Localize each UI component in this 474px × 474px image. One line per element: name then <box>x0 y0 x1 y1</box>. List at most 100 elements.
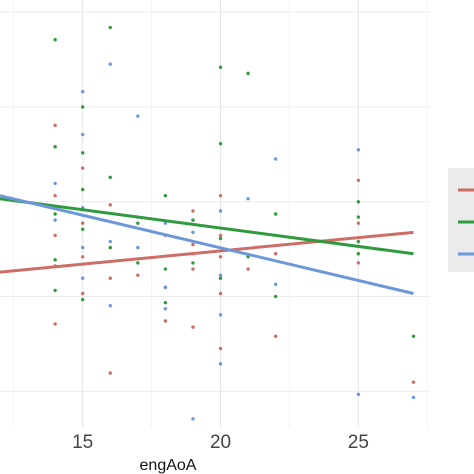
data-point-green <box>108 245 112 250</box>
data-point-green <box>53 258 57 262</box>
data-point-red <box>53 233 57 238</box>
data-point-red <box>246 267 250 271</box>
data-point-blue <box>80 90 85 94</box>
x-tick-labels: 15 20 25 <box>72 432 369 453</box>
data-point-blue <box>218 313 223 317</box>
data-point-blue <box>108 62 112 66</box>
data-point-red <box>80 291 85 296</box>
data-point-red <box>273 334 278 338</box>
data-point-green <box>53 145 57 149</box>
data-point-red <box>191 267 195 271</box>
data-point-blue <box>273 157 278 161</box>
data-point-green <box>108 25 112 30</box>
data-point-blue <box>108 304 112 308</box>
data-point-blue <box>191 417 195 421</box>
data-point-blue <box>356 148 361 152</box>
data-point-red <box>191 209 195 213</box>
data-point-green <box>191 218 195 222</box>
grid-lines <box>0 0 430 428</box>
data-point-blue <box>218 209 223 213</box>
data-point-red <box>218 346 223 351</box>
data-point-red <box>80 255 85 259</box>
data-point-red <box>356 178 361 183</box>
data-point-green <box>411 334 416 338</box>
trend-lines <box>0 194 414 295</box>
data-point-green <box>53 38 57 42</box>
data-point-red <box>218 233 223 238</box>
data-point-blue <box>136 114 140 118</box>
data-point-green <box>80 105 85 109</box>
legend <box>448 168 474 272</box>
data-point-green <box>246 71 250 76</box>
data-point-green <box>218 141 223 146</box>
trend-line-red <box>0 230 414 274</box>
data-point-green <box>53 212 57 216</box>
data-point-green <box>218 236 223 241</box>
data-point-red <box>411 380 416 384</box>
data-points <box>53 25 416 421</box>
data-point-green <box>80 187 85 192</box>
data-point-blue <box>246 197 250 201</box>
data-point-blue <box>163 307 168 311</box>
data-point-green <box>163 267 168 271</box>
data-point-blue <box>218 273 223 277</box>
data-point-red <box>53 322 57 326</box>
data-point-blue <box>136 245 140 250</box>
data-point-red <box>218 291 223 296</box>
data-point-blue <box>80 245 85 250</box>
data-point-red <box>218 193 223 198</box>
data-point-red <box>356 221 361 225</box>
data-point-green <box>218 65 223 69</box>
data-point-green <box>356 252 361 256</box>
data-point-green <box>163 300 168 305</box>
data-point-green <box>136 221 140 225</box>
x-tick-label: 20 <box>210 432 231 453</box>
data-point-green <box>53 288 57 293</box>
x-tick-label: 15 <box>72 432 93 453</box>
data-point-green <box>80 151 85 155</box>
data-point-green <box>356 239 361 244</box>
data-point-green <box>356 215 361 219</box>
trend-line-blue <box>0 194 414 295</box>
data-point-red <box>191 325 195 329</box>
data-point-blue <box>273 282 278 287</box>
data-point-green <box>273 294 278 299</box>
data-point-green <box>80 297 85 302</box>
data-point-red <box>53 193 57 198</box>
data-point-blue <box>108 239 112 244</box>
data-point-red <box>80 166 85 170</box>
data-point-red <box>108 371 112 375</box>
data-point-red <box>80 221 85 225</box>
data-point-blue <box>80 276 85 280</box>
data-point-blue <box>53 218 57 222</box>
data-point-green <box>356 200 361 204</box>
data-point-blue <box>356 392 361 397</box>
data-point-red <box>136 273 140 277</box>
trend-line-green <box>0 197 414 256</box>
data-point-red <box>53 123 57 128</box>
data-point-green <box>163 193 168 198</box>
data-point-red <box>273 252 278 256</box>
data-point-red <box>163 319 168 323</box>
data-point-red <box>191 242 195 247</box>
data-point-green <box>136 261 140 265</box>
data-point-blue <box>53 181 57 186</box>
legend-key-background <box>448 168 474 272</box>
data-point-red <box>218 255 223 259</box>
data-point-green <box>218 276 223 280</box>
data-point-red <box>356 261 361 265</box>
data-point-red <box>108 203 112 207</box>
data-point-green <box>80 227 85 231</box>
data-point-green <box>191 261 195 265</box>
data-point-blue <box>80 132 85 137</box>
data-point-green <box>273 212 278 216</box>
data-point-blue <box>411 395 416 400</box>
data-point-blue <box>218 362 223 366</box>
x-tick-label: 25 <box>348 432 369 453</box>
data-point-red <box>108 276 112 280</box>
x-axis-title: engAoA <box>140 457 197 474</box>
data-point-blue <box>163 285 168 290</box>
data-point-blue <box>191 230 195 235</box>
